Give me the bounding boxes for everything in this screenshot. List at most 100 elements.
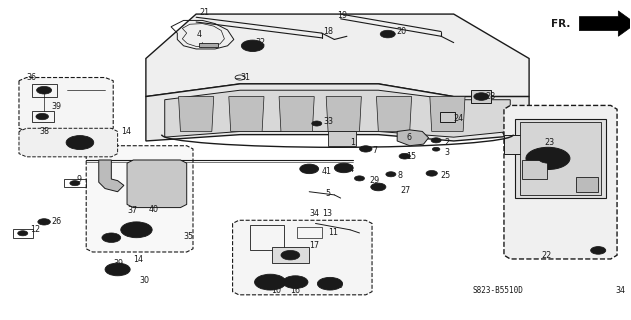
Circle shape <box>325 281 335 286</box>
Circle shape <box>591 247 606 254</box>
Text: 30: 30 <box>333 281 343 290</box>
Polygon shape <box>430 97 465 132</box>
Text: 30: 30 <box>139 276 150 285</box>
Text: 11: 11 <box>328 228 338 237</box>
Circle shape <box>399 153 410 159</box>
Bar <box>271 247 309 263</box>
Polygon shape <box>328 132 357 146</box>
Text: 20: 20 <box>396 27 406 36</box>
Text: 39: 39 <box>52 101 62 111</box>
Text: 14: 14 <box>133 255 143 264</box>
Text: 38: 38 <box>39 127 49 136</box>
Circle shape <box>242 40 264 52</box>
Bar <box>576 178 598 192</box>
Text: FR.: FR. <box>551 19 570 28</box>
Bar <box>249 225 284 251</box>
Polygon shape <box>146 84 529 141</box>
Text: 7: 7 <box>372 146 377 155</box>
Polygon shape <box>86 146 193 252</box>
Text: 21: 21 <box>199 8 209 17</box>
Text: 34: 34 <box>616 285 626 295</box>
Text: 24: 24 <box>454 114 464 123</box>
Circle shape <box>526 147 570 170</box>
Text: 40: 40 <box>149 205 159 214</box>
Bar <box>64 179 86 187</box>
Polygon shape <box>165 90 510 137</box>
Text: 3: 3 <box>444 148 449 156</box>
Text: 5: 5 <box>325 189 330 198</box>
Circle shape <box>334 163 353 173</box>
Bar <box>13 229 33 238</box>
Text: 14: 14 <box>121 127 131 136</box>
Circle shape <box>112 267 122 272</box>
Text: 39: 39 <box>113 259 123 268</box>
Polygon shape <box>504 135 529 154</box>
Polygon shape <box>179 97 214 132</box>
Text: 26: 26 <box>52 217 62 226</box>
Circle shape <box>432 147 440 151</box>
Circle shape <box>340 166 348 170</box>
Text: 6: 6 <box>406 133 411 142</box>
Circle shape <box>360 146 372 152</box>
Text: 28: 28 <box>485 92 495 101</box>
Polygon shape <box>229 97 264 132</box>
Text: 8: 8 <box>397 172 402 180</box>
Text: 10: 10 <box>271 285 281 295</box>
Text: 15: 15 <box>406 152 416 161</box>
Circle shape <box>70 180 80 186</box>
Text: 12: 12 <box>30 225 40 234</box>
Circle shape <box>305 167 313 171</box>
Circle shape <box>426 171 437 176</box>
Text: 31: 31 <box>240 73 250 82</box>
Circle shape <box>74 140 86 145</box>
Text: 17: 17 <box>309 241 319 250</box>
Text: 33: 33 <box>323 117 333 126</box>
Polygon shape <box>99 160 124 192</box>
Circle shape <box>130 227 143 233</box>
Text: 4: 4 <box>196 30 201 39</box>
Text: 16: 16 <box>290 285 300 295</box>
Text: 35: 35 <box>184 232 194 241</box>
Circle shape <box>380 30 395 38</box>
Circle shape <box>102 233 121 243</box>
Text: 13: 13 <box>322 209 332 219</box>
Polygon shape <box>397 130 428 146</box>
Circle shape <box>121 222 152 238</box>
Circle shape <box>254 274 286 290</box>
Circle shape <box>312 121 322 126</box>
Text: 18: 18 <box>323 27 333 36</box>
Circle shape <box>371 183 386 191</box>
Circle shape <box>300 164 319 174</box>
Polygon shape <box>279 97 314 132</box>
Polygon shape <box>127 160 187 208</box>
Text: S823-B5510D: S823-B5510D <box>472 286 523 295</box>
Circle shape <box>66 136 94 149</box>
Polygon shape <box>504 105 617 259</box>
Text: 37: 37 <box>127 206 137 215</box>
Text: 41: 41 <box>322 167 332 176</box>
Polygon shape <box>19 77 113 132</box>
Bar <box>199 43 218 47</box>
Bar <box>522 160 546 179</box>
Polygon shape <box>377 97 411 132</box>
Bar <box>520 122 601 195</box>
Polygon shape <box>579 11 631 36</box>
Text: 32: 32 <box>256 38 266 47</box>
Circle shape <box>283 276 308 288</box>
Circle shape <box>431 138 441 143</box>
Text: 19: 19 <box>338 11 348 20</box>
Bar <box>32 111 54 122</box>
Text: 25: 25 <box>440 172 450 180</box>
Circle shape <box>386 172 396 177</box>
Text: 27: 27 <box>400 186 411 195</box>
Circle shape <box>38 219 50 225</box>
Circle shape <box>317 277 343 290</box>
Text: 1: 1 <box>350 138 355 147</box>
Circle shape <box>36 113 49 120</box>
Circle shape <box>474 93 489 100</box>
Polygon shape <box>19 128 117 157</box>
Polygon shape <box>471 90 492 103</box>
Polygon shape <box>440 112 455 122</box>
Text: 29: 29 <box>369 176 379 185</box>
Text: 34: 34 <box>309 209 319 219</box>
